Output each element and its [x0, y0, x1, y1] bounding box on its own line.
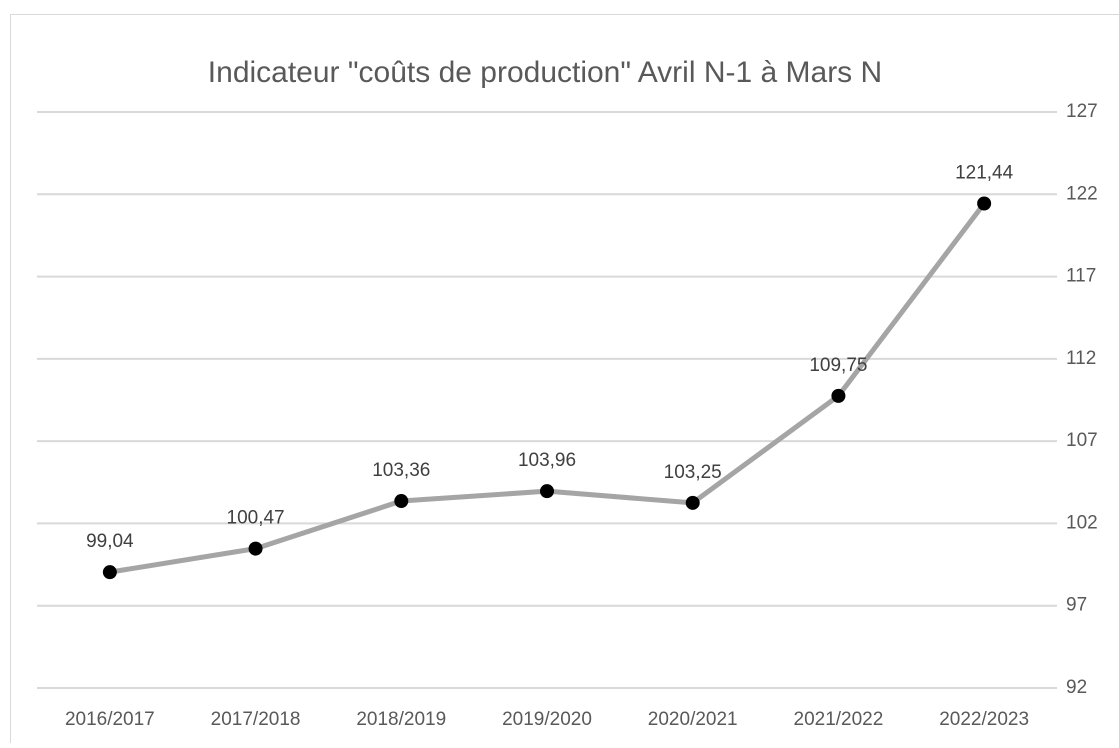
- x-tick-label: 2019/2020: [502, 709, 592, 730]
- data-point: [103, 565, 117, 579]
- y-tick-label: 117: [1066, 266, 1096, 287]
- data-label: 103,25: [664, 462, 722, 483]
- y-tick-label: 107: [1066, 430, 1098, 451]
- data-label: 100,47: [227, 508, 285, 529]
- data-label: 121,44: [955, 163, 1014, 184]
- data-point: [686, 496, 700, 510]
- data-label: 103,36: [372, 460, 430, 481]
- x-tick-label: 2021/2022: [794, 709, 884, 730]
- data-label: 103,96: [518, 450, 576, 471]
- chart-title: Indicateur "coûts de production" Avril N…: [208, 56, 882, 89]
- y-tick-label: 127: [1066, 101, 1098, 122]
- x-tick-label: 2022/2023: [939, 709, 1029, 730]
- x-tick-label: 2018/2019: [356, 709, 446, 730]
- data-label: 109,75: [809, 355, 867, 376]
- x-tick-label: 2020/2021: [648, 709, 738, 730]
- y-tick-label: 122: [1066, 183, 1098, 204]
- data-point: [977, 197, 991, 211]
- data-label: 99,04: [86, 531, 134, 552]
- y-tick-label: 97: [1066, 595, 1087, 616]
- data-point: [249, 542, 263, 556]
- y-tick-label: 92: [1066, 677, 1087, 698]
- y-tick-label: 102: [1066, 512, 1098, 533]
- x-tick-label: 2016/2017: [65, 709, 155, 730]
- data-point: [394, 494, 408, 508]
- chart-frame: [11, 15, 1119, 744]
- x-tick-label: 2017/2018: [211, 709, 301, 730]
- data-point: [831, 389, 845, 403]
- y-tick-label: 112: [1066, 348, 1096, 369]
- data-point: [540, 484, 554, 498]
